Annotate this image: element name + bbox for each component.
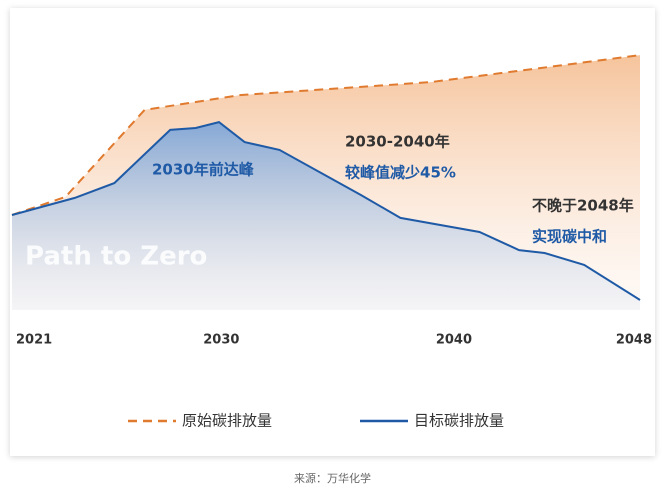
line	[11, 121, 641, 301]
legend-label: 目标碳排放量	[414, 412, 504, 430]
annotation: 不晚于2048年	[532, 197, 634, 215]
source: 来源：万华化学	[294, 472, 371, 485]
annotation: 实现碳中和	[532, 228, 607, 246]
legend-label: 原始碳排放量	[182, 412, 272, 430]
annotation: 2030年前达峰	[152, 161, 255, 179]
annotation: 较峰值减少45%	[345, 164, 456, 182]
annotation: Path to Zero	[25, 242, 207, 272]
annotation: 2030-2040年	[345, 133, 450, 151]
x-tick-label: 2021	[16, 333, 52, 348]
x-tick-label: 2030	[203, 333, 239, 348]
x-tick-label: 2048	[616, 333, 652, 348]
x-tick-label: 2040	[436, 333, 472, 348]
line	[11, 54, 641, 216]
area	[12, 122, 640, 310]
